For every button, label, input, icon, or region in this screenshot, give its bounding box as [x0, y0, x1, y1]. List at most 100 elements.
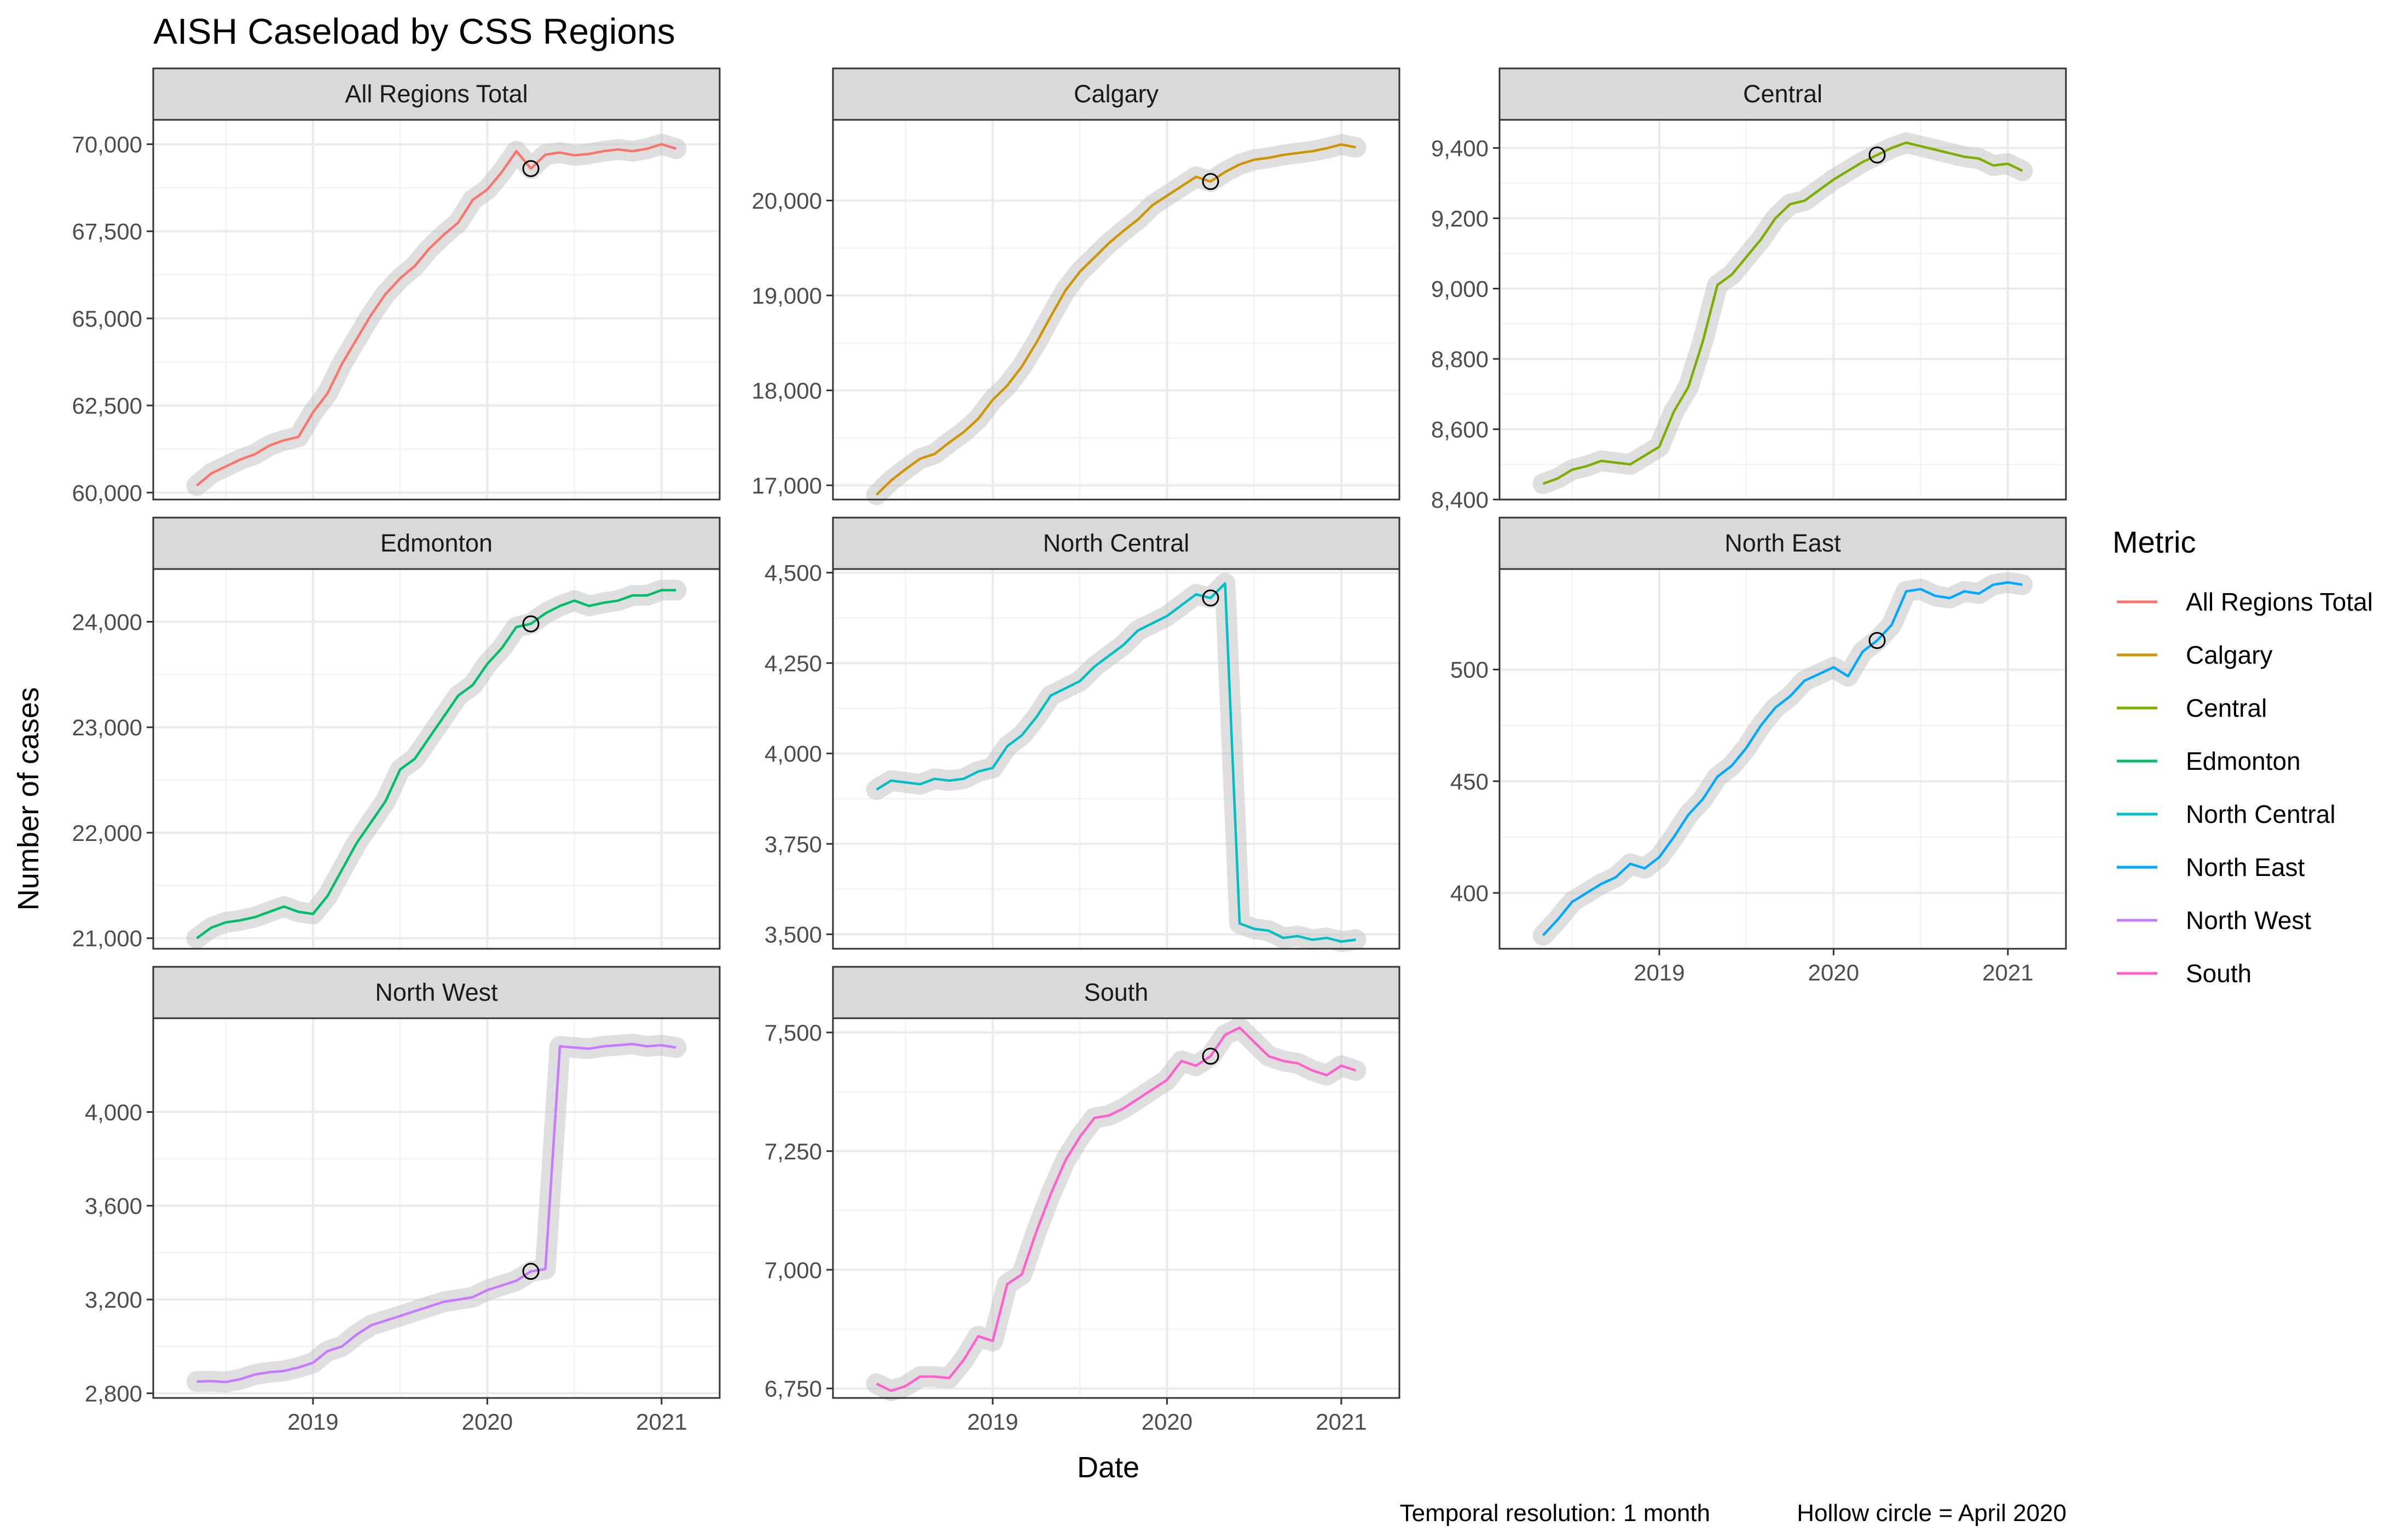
facet-strip: [832, 966, 1400, 1019]
y-tick-label: 9,000: [1431, 276, 1489, 301]
y-tick-label: 3,750: [765, 831, 822, 857]
y-tick-label: 70,000: [72, 132, 142, 158]
y-tick-label: 7,000: [765, 1257, 822, 1283]
facet-panels: All Regions Total 60,000 62,500 65,000 67,50…: [72, 67, 2067, 1435]
x-tick-label: 2020: [462, 1409, 513, 1435]
y-tick-label: 3,200: [85, 1287, 142, 1313]
facet-strip: [1498, 67, 2067, 121]
y-tick-label: 3,600: [85, 1193, 142, 1219]
legend-item: North East: [2117, 853, 2305, 881]
panel-border: [832, 1017, 1400, 1399]
y-tick-label: 9,400: [1431, 135, 1489, 161]
caption-resolution: Temporal resolution: 1 month: [1400, 1500, 1710, 1527]
x-tick-label: 2020: [1142, 1409, 1193, 1435]
april-2020-marker: [1202, 173, 1219, 190]
legend-label: South: [2186, 959, 2251, 988]
legend-label: North West: [2186, 906, 2311, 935]
facet-strip: [152, 966, 721, 1019]
x-tick-label: 2019: [1634, 960, 1685, 985]
facet-title: Edmonton: [380, 529, 493, 557]
facet-3: Edmonton 21,000 22,000 23,000 24,000: [72, 517, 721, 951]
panel-border: [832, 119, 1400, 501]
facet-6: North West 2,800 3,200 3,600 4,000 2019 2020 20…: [85, 966, 721, 1435]
series-line: [876, 582, 1356, 943]
facet-2: Central 8,400 8,600 8,800 9,000 9,200 9,400: [1431, 67, 2067, 513]
facet-4: North Central 3,500 3,750 4,000 4,250 4,500: [765, 517, 1400, 952]
april-2020-marker: [522, 160, 540, 177]
legend-item: All Regions Total: [2117, 588, 2373, 616]
y-tick-label: 2,800: [85, 1380, 142, 1406]
plot-area: [833, 120, 1399, 500]
panel-border: [152, 1017, 721, 1399]
series-line: [196, 143, 677, 487]
y-tick-label: 4,000: [85, 1099, 142, 1125]
facet-0: All Regions Total 60,000 62,500 65,000 67,50…: [72, 67, 721, 506]
legend-label: North East: [2186, 853, 2305, 881]
y-tick-label: 22,000: [72, 820, 142, 846]
panel-border: [152, 119, 721, 501]
y-tick-label: 450: [1450, 769, 1489, 794]
legend-item: Edmonton: [2117, 747, 2301, 775]
legend-item: Calgary: [2117, 641, 2273, 669]
april-2020-marker: [1202, 589, 1219, 607]
series-line: [1542, 581, 2023, 937]
facet-title: North East: [1724, 529, 1841, 557]
legend-label: All Regions Total: [2186, 588, 2373, 616]
legend-item: North West: [2117, 906, 2311, 935]
y-tick-label: 24,000: [72, 609, 142, 635]
caption-marker-note: Hollow circle = April 2020: [1797, 1500, 2067, 1527]
series-line: [1542, 141, 2023, 485]
facet-title: North Central: [1043, 529, 1190, 557]
x-axis-label: Date: [1077, 1451, 1139, 1484]
plot-area: [153, 569, 720, 949]
y-tick-label: 19,000: [752, 283, 822, 309]
april-2020-marker: [522, 615, 540, 632]
y-tick-label: 4,000: [765, 741, 822, 767]
april-2020-marker: [522, 1263, 540, 1280]
plot-area: [833, 1018, 1399, 1398]
y-tick-label: 9,200: [1431, 206, 1489, 231]
x-tick-label: 2020: [1808, 960, 1859, 985]
series-line: [876, 1026, 1357, 1392]
legend-label: Central: [2186, 694, 2267, 722]
y-tick-label: 500: [1450, 657, 1489, 683]
y-tick-label: 65,000: [72, 306, 142, 332]
y-tick-label: 3,500: [765, 922, 822, 948]
y-tick-label: 17,000: [752, 473, 822, 498]
facet-strip: [832, 67, 1400, 121]
april-2020-marker: [1202, 1047, 1219, 1065]
facet-strip: [832, 517, 1400, 570]
y-tick-label: 62,500: [72, 393, 142, 419]
y-tick-label: 67,500: [72, 219, 142, 245]
facet-title: Calgary: [1074, 80, 1159, 108]
plot-area: [833, 569, 1399, 949]
y-tick-label: 7,250: [765, 1139, 822, 1164]
y-tick-label: 8,600: [1431, 416, 1489, 442]
y-tick-label: 400: [1450, 880, 1489, 906]
plot-area: [1500, 120, 2066, 500]
legend-label: Edmonton: [2186, 747, 2301, 775]
y-tick-label: 8,800: [1431, 346, 1489, 372]
legend-label: North Central: [2186, 800, 2336, 828]
panel-border: [832, 568, 1400, 950]
y-axis-label: Number of cases: [12, 687, 45, 910]
y-tick-label: 7,500: [765, 1020, 822, 1046]
facet-title: South: [1084, 978, 1149, 1006]
series-line: [876, 143, 1356, 496]
legend-title: Metric: [2112, 525, 2196, 559]
y-tick-label: 23,000: [72, 715, 142, 740]
y-tick-label: 20,000: [752, 188, 822, 213]
legend-item: South: [2117, 959, 2251, 988]
plot-area: [153, 120, 720, 500]
facet-strip: [152, 67, 721, 121]
series-line: [196, 589, 676, 939]
facet-1: Calgary 17,000 18,000 19,000 20,000: [752, 67, 1400, 506]
panel-border: [1498, 568, 2067, 950]
x-tick-label: 2019: [967, 1409, 1018, 1435]
y-tick-label: 18,000: [752, 378, 822, 403]
x-tick-label: 2019: [287, 1409, 338, 1435]
facet-title: North West: [375, 978, 498, 1006]
legend-item: Central: [2117, 694, 2267, 722]
y-tick-label: 4,250: [765, 651, 822, 676]
